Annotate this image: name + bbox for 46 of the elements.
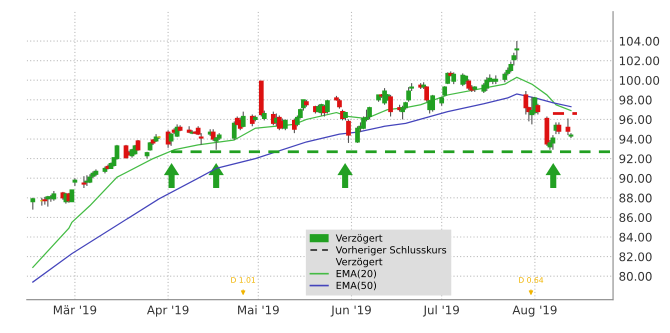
candlestick <box>484 76 490 92</box>
candlestick <box>262 110 267 121</box>
y-tick-label: 102.00 <box>620 56 660 66</box>
candlestick <box>240 111 246 128</box>
candlestick <box>566 118 570 136</box>
y-tick-label: 96.00 <box>619 115 652 124</box>
y-tick-label: 80.00 <box>619 272 652 281</box>
y-tick-label: 86.00 <box>619 213 652 222</box>
annotation: Verzögert <box>336 258 382 268</box>
candlestick <box>136 139 140 152</box>
candlestick <box>124 144 128 160</box>
candlestick <box>550 134 556 150</box>
line-series <box>32 93 572 283</box>
candlestick <box>367 106 372 120</box>
candlestick <box>232 120 237 141</box>
candlestick <box>536 103 540 116</box>
candlestick <box>355 126 360 144</box>
y-tick-label: 92.00 <box>619 154 652 164</box>
y-tick-label: 90.00 <box>619 174 652 183</box>
x-tick-label: Jun '19 <box>330 305 371 317</box>
y-tick-label: 94.00 <box>619 134 652 144</box>
y-tick-label: 98.00 <box>619 96 652 104</box>
candlestick <box>556 122 562 135</box>
x-tick-label: Mär '19 <box>54 305 96 314</box>
legend-label: EMA(20) <box>336 270 376 278</box>
line-series <box>32 76 572 268</box>
x-tick-label: Mai '19 <box>238 305 279 314</box>
y-tick-label: 100.00 <box>620 76 660 85</box>
candlestick <box>442 86 448 96</box>
candlestick <box>82 176 86 189</box>
legend-label: Vorheriger Schlusskurs <box>336 246 446 256</box>
candlestick <box>502 72 508 83</box>
candlestick <box>337 98 342 110</box>
legend-label: EMA(50) <box>336 282 376 290</box>
x-tick-label: Apr '19 <box>146 305 188 317</box>
y-tick-label: 88.00 <box>619 194 652 202</box>
legend-label: Verzögert <box>336 234 382 244</box>
candlestick <box>514 40 520 60</box>
candlestick <box>282 118 288 131</box>
candlestick <box>430 94 436 112</box>
candlestick <box>346 118 351 144</box>
y-tick-label: 84.00 <box>619 232 652 242</box>
x-tick-label: Jul '19 <box>422 305 459 317</box>
x-tick-label: Aug '19 <box>512 305 557 317</box>
y-tick-label: 82.00 <box>619 252 652 262</box>
y-tick-label: 104.00 <box>620 36 660 46</box>
